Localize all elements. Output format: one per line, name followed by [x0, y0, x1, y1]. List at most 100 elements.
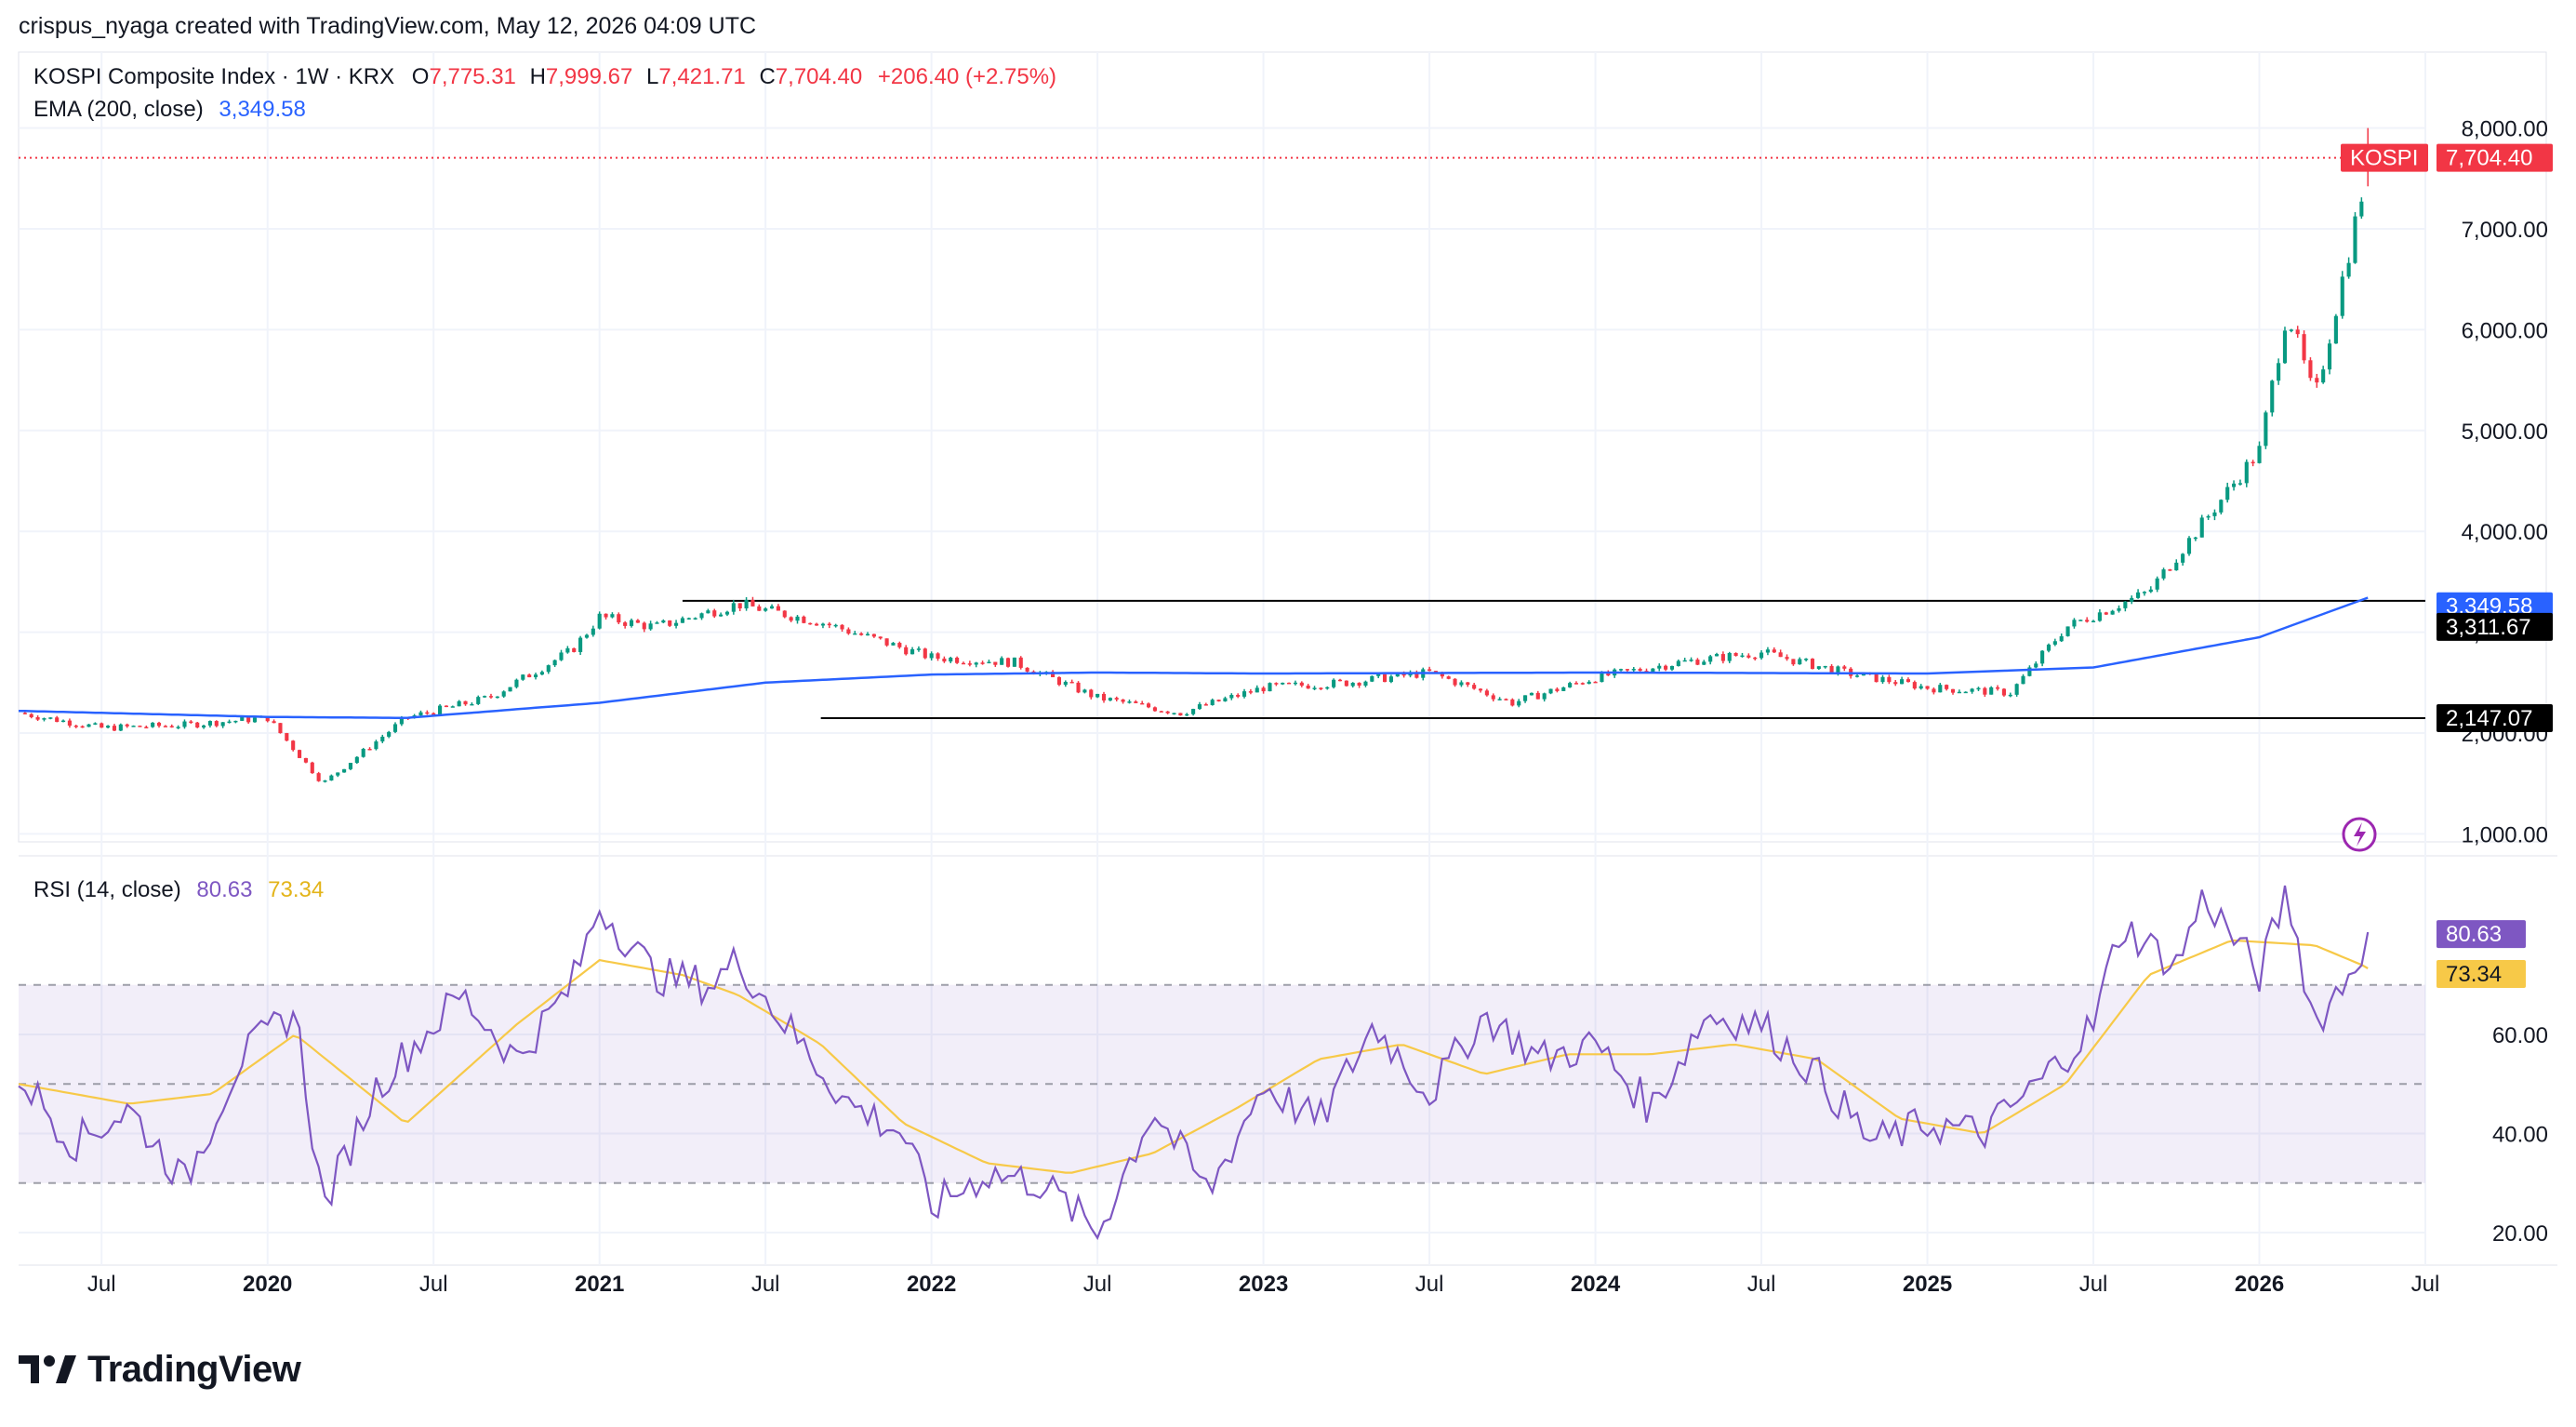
candle-body: [1152, 707, 1157, 712]
candle-body: [220, 722, 225, 727]
candle-body: [438, 705, 443, 715]
candle-body: [2289, 329, 2293, 331]
candle-body: [310, 762, 314, 774]
candle-body: [265, 715, 270, 722]
rsi-label[interactable]: RSI (14, close): [33, 877, 181, 902]
candle-body: [1134, 701, 1138, 703]
candle-body: [483, 696, 487, 698]
candle-body: [782, 610, 787, 618]
candle-body: [1325, 687, 1330, 689]
candle-body: [1185, 714, 1189, 716]
candle-body: [1395, 672, 1400, 677]
candle-body: [1651, 668, 1655, 673]
candle-body: [1765, 649, 1770, 653]
candle-body: [48, 717, 53, 719]
candle-body: [1676, 660, 1680, 666]
candle-body: [1829, 665, 1834, 674]
candle-body: [1842, 666, 1847, 669]
candle-body: [1114, 698, 1119, 700]
price-tick-label: 6,000.00: [2462, 318, 2548, 343]
candle-body: [949, 657, 953, 662]
candle-body: [699, 613, 704, 619]
time-tick-label: Jul: [2079, 1272, 2108, 1297]
candle-body: [1714, 654, 1720, 657]
candle-body: [1076, 682, 1081, 693]
candle-body: [297, 750, 302, 758]
candle-body: [617, 614, 621, 623]
candle-body: [1459, 682, 1464, 686]
price-tick-label: 8,000.00: [2462, 117, 2548, 142]
open-label: O: [411, 64, 430, 89]
time-tick-label: Jul: [1415, 1272, 1444, 1297]
candle-body: [2264, 412, 2268, 447]
ema-value: 3,349.58: [219, 97, 306, 122]
candle-body: [2186, 538, 2192, 554]
candle-body: [1798, 659, 1802, 665]
time-tick-label: Jul: [87, 1272, 116, 1297]
candle-body: [1938, 685, 1943, 693]
candle-body: [648, 623, 653, 630]
candle-body: [100, 723, 104, 728]
candle-body: [112, 726, 117, 731]
candle-body: [1727, 652, 1732, 661]
candle-body: [1689, 660, 1693, 661]
candle-body: [642, 622, 646, 630]
candle-body: [425, 712, 430, 714]
candle-body: [418, 712, 423, 716]
high-label: H: [529, 64, 546, 89]
candle-body: [1753, 657, 1758, 660]
candle-body: [1695, 660, 1700, 665]
candle-body: [329, 775, 334, 780]
candle-body: [1542, 693, 1547, 700]
candle-body: [1664, 665, 1668, 670]
candle-body: [2181, 553, 2185, 563]
candle-body: [2244, 461, 2249, 484]
price-badges: KOSPI 7,704.403,349.583,311.672,147.0780.…: [2341, 143, 2553, 988]
candle-body: [457, 700, 461, 707]
rsi-ma-badge-bg: [2437, 959, 2526, 988]
close-label: C: [759, 64, 776, 89]
candle-body: [2225, 487, 2230, 500]
rsi-band-fill: [19, 983, 2425, 1184]
low-value: 7,421.71: [658, 64, 746, 89]
candle-body: [993, 661, 998, 665]
candle-body: [623, 622, 628, 626]
candle-body: [1140, 702, 1145, 705]
tradingview-logo[interactable]: TradingView: [19, 1349, 301, 1390]
rsi-badge: 80.63: [2437, 920, 2526, 949]
candle-body: [916, 648, 921, 650]
candle-body: [1191, 709, 1196, 714]
candle-body: [432, 713, 436, 715]
open-value: 7,775.31: [429, 64, 516, 89]
candle-body: [214, 721, 219, 727]
level-high-badge-bg: [2437, 612, 2553, 641]
candle-body: [559, 652, 564, 660]
time-tick-label: Jul: [1747, 1272, 1776, 1297]
candle-body: [1376, 673, 1381, 676]
candle-body: [278, 723, 283, 734]
candle-body: [2333, 315, 2338, 344]
candle-body: [757, 606, 762, 611]
candle-body: [2021, 675, 2025, 685]
candle-body: [176, 727, 180, 728]
candle-body: [693, 618, 697, 620]
candle-body: [1370, 675, 1374, 682]
symbol-title[interactable]: KOSPI Composite Index · 1W · KRX: [33, 64, 395, 89]
high-value: 7,999.67: [545, 64, 633, 89]
tradingview-logo-icon: [19, 1355, 76, 1383]
price-tick-label: 4,000.00: [2462, 520, 2548, 545]
ema-label[interactable]: EMA (200, close): [33, 97, 204, 122]
candle-body: [2072, 620, 2077, 627]
candle-body: [1945, 685, 1949, 689]
rsi-ma-value: 73.34: [268, 877, 325, 902]
candle-body: [316, 773, 321, 781]
candle-body: [118, 724, 123, 731]
candle-body: [1248, 691, 1253, 693]
candle-body: [291, 740, 296, 751]
candle-body: [936, 653, 940, 660]
candle-body: [853, 633, 857, 635]
candle-body: [1740, 655, 1745, 658]
candle-body: [1548, 688, 1553, 694]
candle-body: [820, 623, 826, 626]
